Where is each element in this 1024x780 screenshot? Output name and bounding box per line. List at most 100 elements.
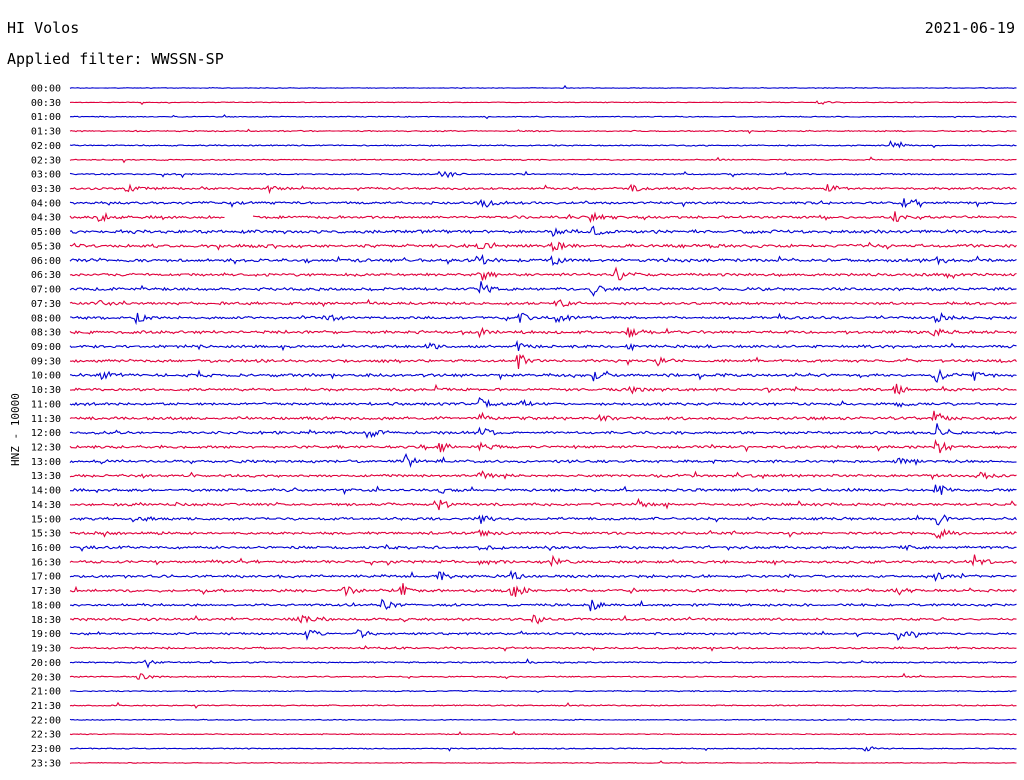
row-time-label: 15:00 — [31, 514, 61, 525]
trace-row-0030 — [69, 100, 1017, 106]
row-time-label: 00:00 — [31, 84, 61, 95]
trace-row-1200 — [69, 423, 1017, 439]
row-time-label: 06:00 — [31, 256, 61, 267]
row-time-label: 09:30 — [31, 356, 61, 367]
row-time-label: 14:00 — [31, 486, 61, 497]
trace-row-1830 — [70, 614, 1017, 625]
row-time-label: 03:00 — [31, 170, 61, 181]
trace-row-0800 — [70, 312, 1017, 326]
trace-row-0530 — [69, 241, 1017, 253]
row-time-label: 22:30 — [31, 730, 61, 741]
trace-row-2000 — [69, 658, 1017, 669]
row-time-label: 19:30 — [31, 644, 61, 655]
trace-row-1900 — [69, 629, 1017, 641]
trace-row-0000 — [69, 84, 1017, 89]
row-time-label: 05:00 — [31, 227, 61, 238]
row-time-label: 12:00 — [31, 428, 61, 439]
row-time-label: 02:00 — [31, 141, 61, 152]
trace-row-0230 — [69, 156, 1017, 164]
row-time-label: 01:30 — [31, 127, 61, 138]
trace-row-1100 — [69, 397, 1017, 409]
row-time-label: 20:00 — [31, 658, 61, 669]
trace-row-0400 — [69, 198, 1017, 209]
row-time-label: 04:30 — [31, 213, 61, 224]
row-time-label: 17:00 — [31, 572, 61, 583]
trace-row-0830 — [69, 326, 1017, 339]
station-name: HI Volos — [7, 19, 80, 37]
trace-row-0130 — [69, 128, 1017, 135]
row-time-label: 18:30 — [31, 615, 61, 626]
row-time-label: 08:30 — [31, 328, 61, 339]
row-time-label: 20:30 — [31, 672, 61, 683]
trace-row-1130 — [69, 410, 1017, 422]
row-time-label: 05:30 — [31, 241, 61, 252]
trace-row-0100 — [69, 114, 1017, 120]
trace-row-0500 — [69, 225, 1017, 238]
trace-row-0630 — [69, 266, 1017, 281]
trace-row-0600 — [69, 253, 1017, 267]
trace-row-1330 — [69, 470, 1017, 481]
record-date: 2021-06-19 — [924, 19, 1015, 37]
trace-row-2100 — [69, 689, 1017, 693]
trace-row-0930 — [69, 353, 1017, 370]
row-time-label: 10:30 — [31, 385, 61, 396]
row-time-label: 08:00 — [31, 313, 61, 324]
trace-row-1430 — [69, 497, 1017, 511]
row-time-label: 03:30 — [31, 184, 61, 195]
trace-row-2330 — [69, 760, 1017, 764]
row-time-label: 07:30 — [31, 299, 61, 310]
trace-row-1300 — [69, 452, 1017, 469]
row-time-label: 16:30 — [31, 557, 61, 568]
row-time-label: 13:00 — [31, 457, 61, 468]
trace-row-1930 — [69, 645, 1017, 652]
trace-row-1030 — [70, 383, 1017, 395]
trace-row-0730 — [69, 298, 1017, 308]
trace-row-2300 — [69, 746, 1017, 752]
trace-row-2200 — [69, 718, 1017, 722]
trace-row-1400 — [70, 484, 1017, 496]
row-time-label: 21:30 — [31, 701, 61, 712]
trace-row-2030 — [69, 672, 1017, 680]
trace-row-1800 — [70, 598, 1017, 612]
row-time-label: 23:30 — [31, 758, 61, 769]
row-time-label: 11:30 — [31, 414, 61, 425]
row-time-label: 09:00 — [31, 342, 61, 353]
row-time-label: 06:30 — [31, 270, 61, 281]
row-time-label: 15:30 — [31, 529, 61, 540]
row-time-label: 18:00 — [31, 600, 61, 611]
trace-row-1500 — [69, 514, 1017, 526]
row-time-label: 19:00 — [31, 629, 61, 640]
row-time-label: 23:00 — [31, 744, 61, 755]
row-time-label: 16:00 — [31, 543, 61, 554]
trace-row-1230 — [69, 438, 1017, 454]
row-time-label: 14:30 — [31, 500, 61, 511]
row-time-label: 17:30 — [31, 586, 61, 597]
trace-row-0300 — [69, 170, 1017, 179]
trace-row-1630 — [69, 554, 1017, 568]
row-time-label: 22:00 — [31, 715, 61, 726]
row-time-label: 11:00 — [31, 399, 61, 410]
trace-row-0430 — [69, 211, 1017, 224]
trace-row-2230 — [69, 730, 1017, 736]
row-time-label: 10:00 — [31, 371, 61, 382]
row-time-label: 07:00 — [31, 285, 61, 296]
trace-row-0330 — [69, 183, 1017, 195]
trace-row-0700 — [69, 281, 1017, 297]
row-time-label: 02:30 — [31, 155, 61, 166]
trace-row-1700 — [69, 569, 1017, 583]
row-time-label: 13:30 — [31, 471, 61, 482]
row-time-label: 00:30 — [31, 98, 61, 109]
trace-row-1000 — [69, 368, 1017, 384]
row-time-label: 12:30 — [31, 443, 61, 454]
row-time-label: 01:00 — [31, 112, 61, 123]
applied-filter: Applied filter: WWSSN-SP — [7, 50, 224, 68]
trace-row-1600 — [69, 543, 1017, 552]
trace-row-2130 — [69, 701, 1017, 709]
trace-row-1530 — [69, 528, 1017, 540]
trace-row-1730 — [69, 583, 1017, 597]
trace-row-0200 — [69, 139, 1017, 149]
row-time-label: 04:00 — [31, 198, 61, 209]
row-time-label: 21:00 — [31, 687, 61, 698]
trace-row-0900 — [69, 339, 1017, 352]
